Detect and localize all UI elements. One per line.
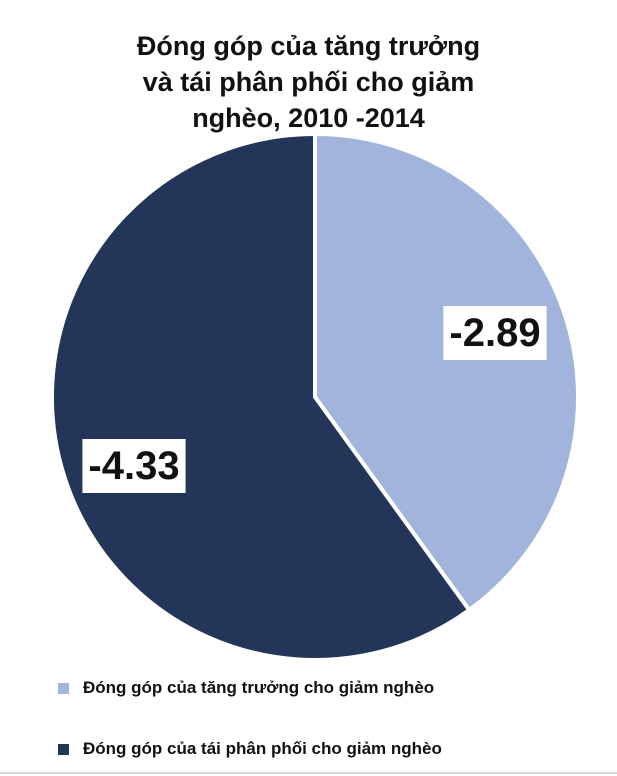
legend-swatch-growth xyxy=(58,682,69,694)
chart-title-line-1: Đóng góp của tăng trưởng xyxy=(136,31,481,61)
chart-title-line-3: nghèo, 2010 -2014 xyxy=(192,103,425,133)
pie-slice-growth xyxy=(313,132,580,613)
chart-title: Đóng góp của tăng trưởng và tái phân phố… xyxy=(0,28,617,136)
pie-label-redistribution-box xyxy=(82,439,186,493)
legend-label-redistribution: Đóng góp của tái phân phối cho giảm nghè… xyxy=(83,739,442,758)
pie-slice-redistribution xyxy=(50,132,472,662)
pie-label-growth-box xyxy=(443,306,547,360)
pie-label-redistribution-text: -4.33 xyxy=(88,444,179,488)
legend-item-growth: Đóng góp của tăng trưởng cho giảm nghèo xyxy=(58,678,434,698)
legend-label-growth: Đóng góp của tăng trưởng cho giảm nghèo xyxy=(83,678,435,697)
pie-label-growth-text: -2.89 xyxy=(449,311,540,355)
pie-label-growth: -2.89 xyxy=(443,306,547,360)
bottom-divider xyxy=(0,772,617,774)
legend-item-redistribution: Đóng góp của tái phân phối cho giảm nghè… xyxy=(58,739,442,759)
chart-title-line-2: và tái phân phối cho giảm xyxy=(142,67,475,97)
pie-label-redistribution: -4.33 xyxy=(82,439,186,493)
legend-swatch-redistribution xyxy=(58,743,69,755)
